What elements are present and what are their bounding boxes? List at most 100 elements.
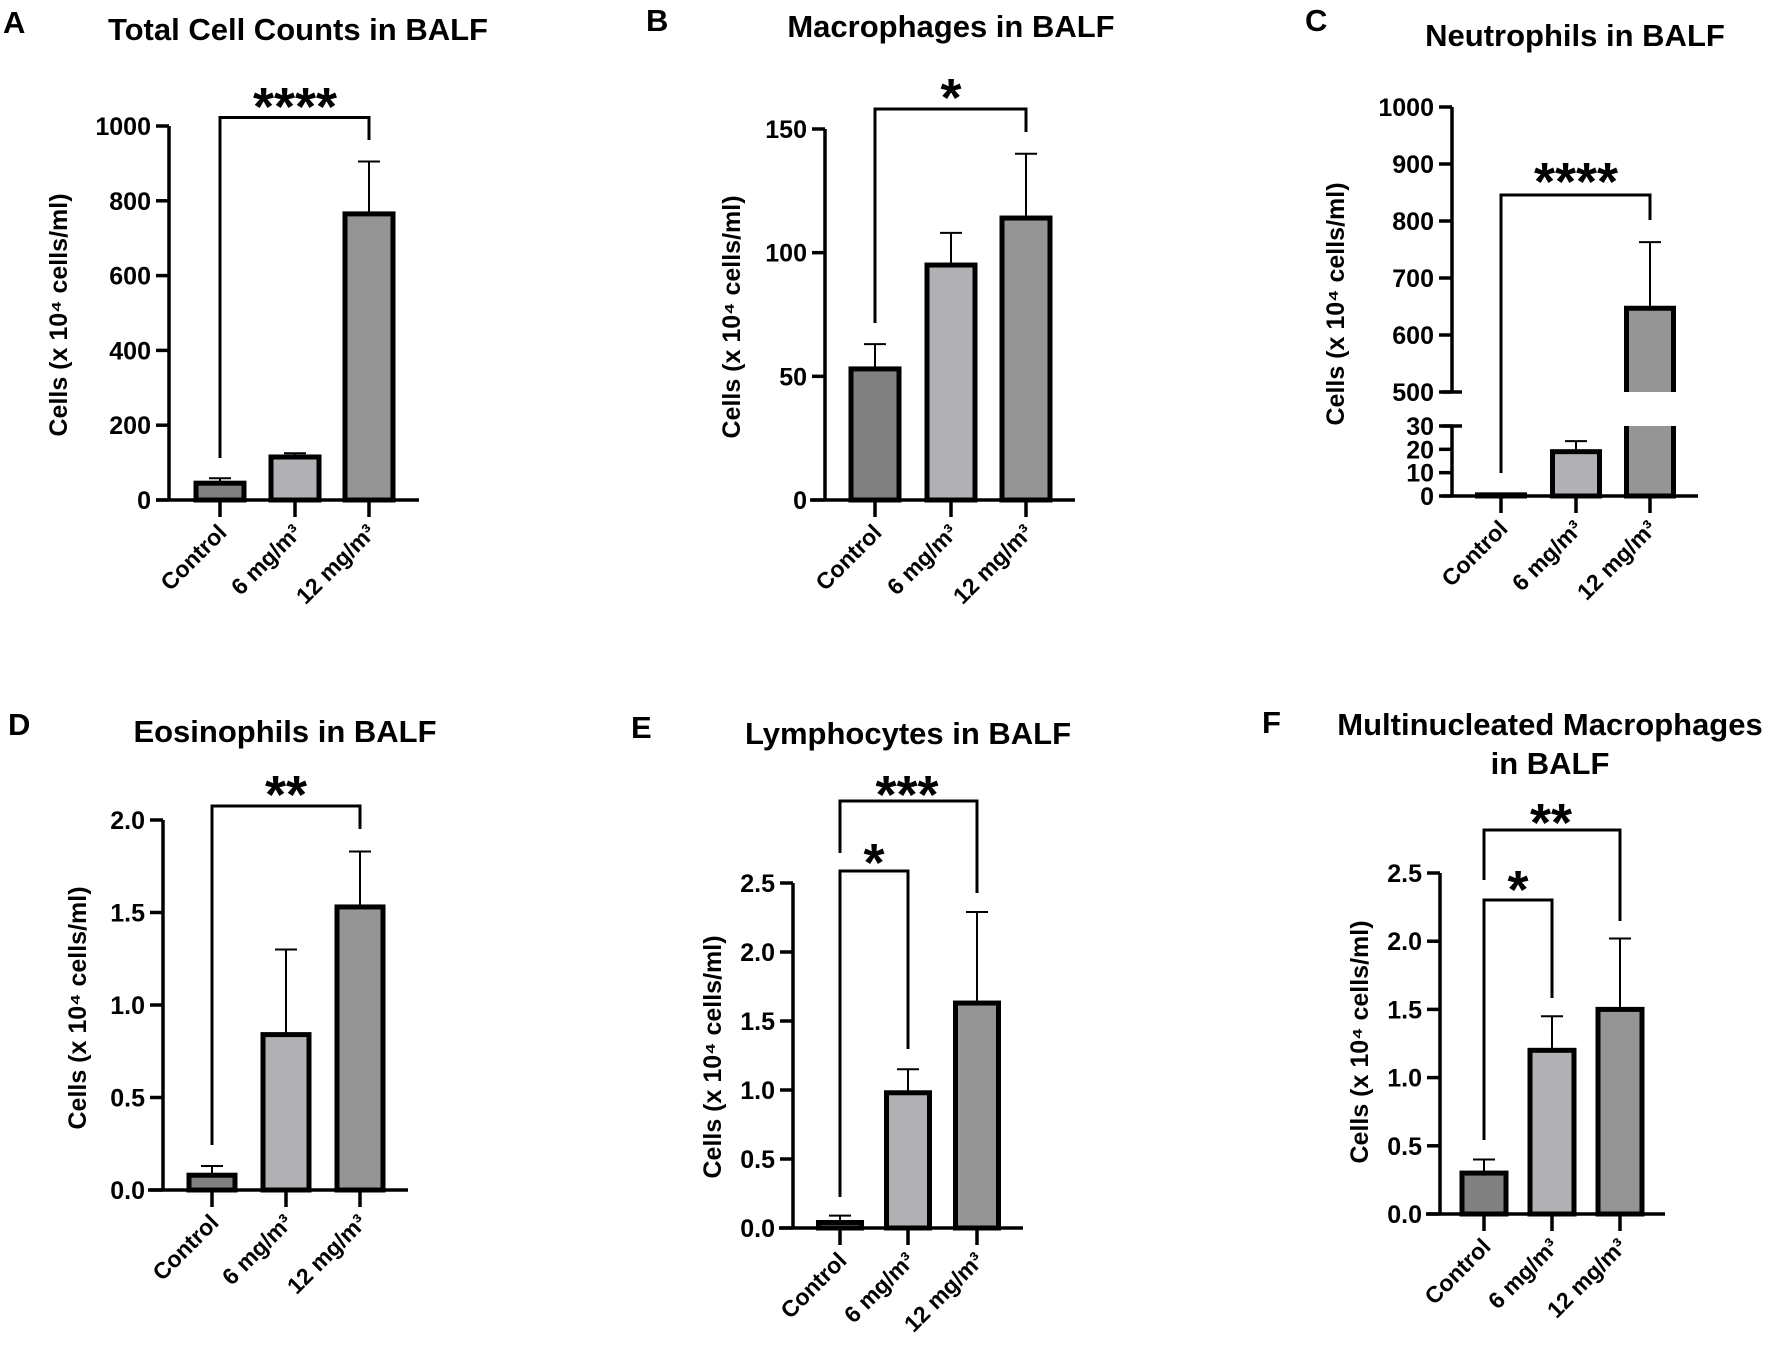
chart-title: Neutrophils in BALF bbox=[1425, 18, 1725, 53]
significance-label: **** bbox=[253, 77, 337, 137]
bar bbox=[186, 1172, 238, 1193]
x-tick-label: 12 mg/m³ bbox=[1572, 515, 1662, 605]
x-tick-label: 12 mg/m³ bbox=[282, 1209, 372, 1299]
y-tick-label: 200 bbox=[109, 412, 151, 440]
chart-title: Multinucleated Macrophages bbox=[1337, 707, 1762, 742]
y-tick-label: 1000 bbox=[1378, 94, 1434, 122]
panel-letter: D bbox=[8, 707, 30, 742]
significance-label: * bbox=[863, 833, 884, 893]
y-tick-label: 400 bbox=[109, 337, 151, 365]
y-tick-label: 150 bbox=[765, 116, 807, 144]
y-axis-label: Cells (x 10⁴ cells/ml) bbox=[1322, 182, 1350, 425]
x-tick-label: 12 mg/m³ bbox=[291, 519, 381, 609]
bar bbox=[848, 366, 902, 503]
y-tick-label: 1000 bbox=[95, 113, 151, 141]
y-tick-label: 30 bbox=[1406, 413, 1434, 441]
y-tick-label: 0.5 bbox=[110, 1085, 145, 1113]
y-tick-label: 800 bbox=[109, 188, 151, 216]
bar-upper-segment bbox=[1626, 308, 1674, 392]
y-axis-label: Cells (x 10⁴ cells/ml) bbox=[64, 886, 92, 1129]
y-tick-label: 800 bbox=[1392, 208, 1434, 236]
bar bbox=[1595, 1006, 1645, 1217]
panel-f: F Multinucleated Macrophages in BALF Cells … bbox=[1262, 705, 1763, 1323]
chart-title-line2: in BALF bbox=[1491, 746, 1610, 781]
panel-c: C Neutrophils in BALF Cells (x 10⁴ cells/m… bbox=[1305, 3, 1725, 605]
bar bbox=[260, 1032, 312, 1193]
bar bbox=[1527, 1047, 1577, 1217]
bar bbox=[268, 454, 322, 503]
significance-bracket bbox=[873, 107, 1028, 323]
significance-label: **** bbox=[1534, 152, 1618, 212]
y-tick-label: 100 bbox=[765, 240, 807, 268]
bar bbox=[1459, 1170, 1509, 1217]
y-tick-label: 10 bbox=[1406, 460, 1434, 488]
bar bbox=[884, 1090, 932, 1231]
y-tick-label: 1.0 bbox=[740, 1077, 775, 1105]
y-axis-label: Cells (x 10⁴ cells/ml) bbox=[718, 195, 746, 438]
significance-bracket bbox=[838, 799, 979, 893]
chart-title: Total Cell Counts in BALF bbox=[108, 12, 488, 47]
y-tick-label: 1.5 bbox=[1387, 996, 1422, 1024]
y-axis-label: Cells (x 10⁴ cells/ml) bbox=[699, 935, 727, 1178]
bar-outline bbox=[1624, 305, 1676, 392]
y-tick-label: 600 bbox=[1392, 322, 1434, 350]
y-tick-label: 0.0 bbox=[740, 1215, 775, 1243]
bar-lower-segment bbox=[1626, 426, 1674, 496]
significance-label: * bbox=[1507, 860, 1528, 920]
y-tick-label: 2.0 bbox=[110, 807, 145, 835]
y-axis-label: Cells (x 10⁴ cells/ml) bbox=[45, 193, 73, 436]
panel-a: A Total Cell Counts in BALF Cells (x 10⁴ c… bbox=[3, 5, 488, 609]
significance-bracket bbox=[1482, 828, 1622, 921]
significance-bracket bbox=[218, 116, 371, 458]
y-tick-label: 1.0 bbox=[110, 992, 145, 1020]
bar bbox=[953, 1000, 1001, 1231]
y-tick-label: 2.5 bbox=[1387, 860, 1422, 888]
x-tick-label: Control bbox=[1436, 515, 1512, 591]
x-tick-label: Control bbox=[810, 519, 886, 595]
chart-title: Lymphocytes in BALF bbox=[745, 716, 1071, 751]
y-axis-label: Cells (x 10⁴ cells/ml) bbox=[1346, 920, 1374, 1163]
y-tick-label: 700 bbox=[1392, 265, 1434, 293]
y-tick-label: 0 bbox=[1420, 483, 1434, 511]
y-tick-label: 0 bbox=[793, 487, 807, 515]
y-tick-label: 0 bbox=[137, 487, 151, 515]
y-tick-label: 2.0 bbox=[1387, 928, 1422, 956]
y-tick-label: 1.5 bbox=[740, 1008, 775, 1036]
x-tick-label: 12 mg/m³ bbox=[948, 519, 1038, 609]
significance-bracket bbox=[838, 869, 910, 1197]
x-tick-label: Control bbox=[155, 519, 231, 595]
y-tick-label: 900 bbox=[1392, 151, 1434, 179]
y-tick-label: 1.0 bbox=[1387, 1065, 1422, 1093]
bar bbox=[342, 211, 396, 503]
bar bbox=[999, 215, 1053, 503]
y-tick-label: 20 bbox=[1406, 436, 1434, 464]
y-tick-label: 600 bbox=[109, 263, 151, 291]
significance-bracket bbox=[210, 804, 362, 1145]
significance-label: * bbox=[940, 68, 961, 128]
y-tick-label: 0.0 bbox=[1387, 1201, 1422, 1229]
y-tick-label: 50 bbox=[779, 363, 807, 391]
panel-d: D Eosinophils in BALF Cells (x 10⁴ cells/m… bbox=[8, 707, 437, 1299]
y-tick-label: 0.5 bbox=[1387, 1133, 1422, 1161]
significance-label: *** bbox=[875, 765, 938, 825]
y-tick-label: 1.5 bbox=[110, 900, 145, 928]
significance-label: ** bbox=[1530, 793, 1572, 853]
y-tick-label: 0.5 bbox=[740, 1146, 775, 1174]
panel-letter: F bbox=[1262, 705, 1281, 740]
y-tick-label: 500 bbox=[1392, 379, 1434, 407]
bar bbox=[334, 904, 386, 1193]
x-tick-label: Control bbox=[147, 1209, 223, 1285]
panel-letter: A bbox=[3, 5, 25, 40]
bar bbox=[193, 480, 247, 503]
panel-letter: B bbox=[646, 3, 668, 38]
significance-label: ** bbox=[265, 765, 307, 825]
significance-bracket bbox=[1499, 193, 1652, 473]
y-tick-label: 0.0 bbox=[110, 1177, 145, 1205]
bar bbox=[924, 262, 978, 503]
y-tick-label: 2.5 bbox=[740, 870, 775, 898]
panel-b: B Macrophages in BALF Cells (x 10⁴ cells/m… bbox=[646, 3, 1115, 609]
bar bbox=[1550, 449, 1602, 499]
chart-title: Eosinophils in BALF bbox=[133, 714, 436, 749]
panel-e: E Lymphocytes in BALF Cells (x 10⁴ cells/m… bbox=[631, 710, 1071, 1337]
